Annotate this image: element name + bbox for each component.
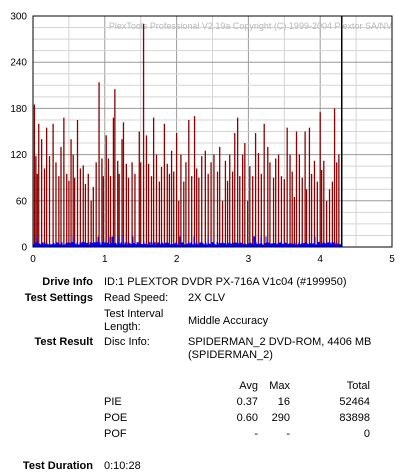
- error-rate-chart: PlexTools Professional V2.19a Copyright …: [10, 12, 395, 266]
- stats-row-pof-avg: -: [254, 428, 258, 440]
- x-tick-label: 2: [174, 254, 180, 265]
- stats-row-pof-total: 0: [363, 428, 370, 440]
- stats-row-pie-max: 16: [277, 396, 290, 408]
- stats-row-pie-name: PIE: [104, 396, 122, 408]
- y-tick-label: 300: [10, 12, 27, 23]
- stats-header-max: Max: [269, 380, 290, 392]
- disc-info-line2: (SPIDERMAN_2): [188, 349, 273, 361]
- test-duration-value: 0:10:28: [104, 460, 141, 472]
- y-axis-ticks: 0 60 120 180 240 300: [10, 12, 27, 254]
- drive-info-label: Drive Info: [42, 276, 93, 288]
- interval-value: Middle Accuracy: [188, 315, 269, 327]
- interval-label-line2: Length:: [104, 321, 141, 333]
- stats-header-avg: Avg: [239, 380, 258, 392]
- chart-grid: [33, 16, 392, 247]
- stats-header-total: Total: [346, 380, 370, 392]
- x-tick-label: 1: [102, 254, 108, 265]
- y-tick-label: 0: [21, 243, 27, 254]
- y-tick-label: 60: [16, 196, 28, 207]
- x-tick-label: 0: [30, 254, 36, 265]
- stats-row-pof-max: -: [286, 428, 290, 440]
- read-speed-value: 2X CLV: [188, 292, 226, 304]
- stats-row-poe-name: POE: [104, 412, 128, 424]
- poe-bars: [33, 23, 340, 247]
- test-result-label: Test Result: [34, 336, 93, 348]
- stats-row-poe-max: 290: [271, 412, 290, 424]
- y-tick-label: 240: [10, 58, 27, 69]
- plot-frame: [32, 15, 393, 248]
- x-tick-label: 5: [389, 254, 395, 265]
- drive-info-value: ID:1 PLEXTOR DVDR PX-716A V1c04 (#199950…: [104, 276, 347, 288]
- x-axis-ticks: 0 1 2 3 4 5: [30, 254, 395, 265]
- x-tick-label: 3: [246, 254, 252, 265]
- stats-row-pie-total: 52464: [339, 396, 370, 408]
- test-settings-label: Test Settings: [24, 292, 93, 304]
- stats-row-pof-name: POF: [104, 428, 127, 440]
- x-tick-label: 4: [317, 254, 323, 265]
- disc-info-label: Disc Info:: [104, 336, 150, 348]
- stats-row-poe-avg: 0.60: [236, 412, 258, 424]
- disc-info-line1: SPIDERMAN_2 DVD-ROM, 4406 MB: [188, 336, 372, 348]
- y-tick-label: 180: [10, 104, 27, 115]
- watermark-text: PlexTools Professional V2.19a Copyright …: [109, 21, 392, 31]
- test-duration-label: Test Duration: [22, 460, 93, 472]
- stats-row-pie-avg: 0.37: [236, 396, 258, 408]
- read-speed-label: Read Speed:: [104, 292, 169, 304]
- y-tick-label: 120: [10, 150, 27, 161]
- interval-label-line1: Test Interval: [104, 308, 164, 320]
- stats-row-poe-total: 83898: [339, 412, 370, 424]
